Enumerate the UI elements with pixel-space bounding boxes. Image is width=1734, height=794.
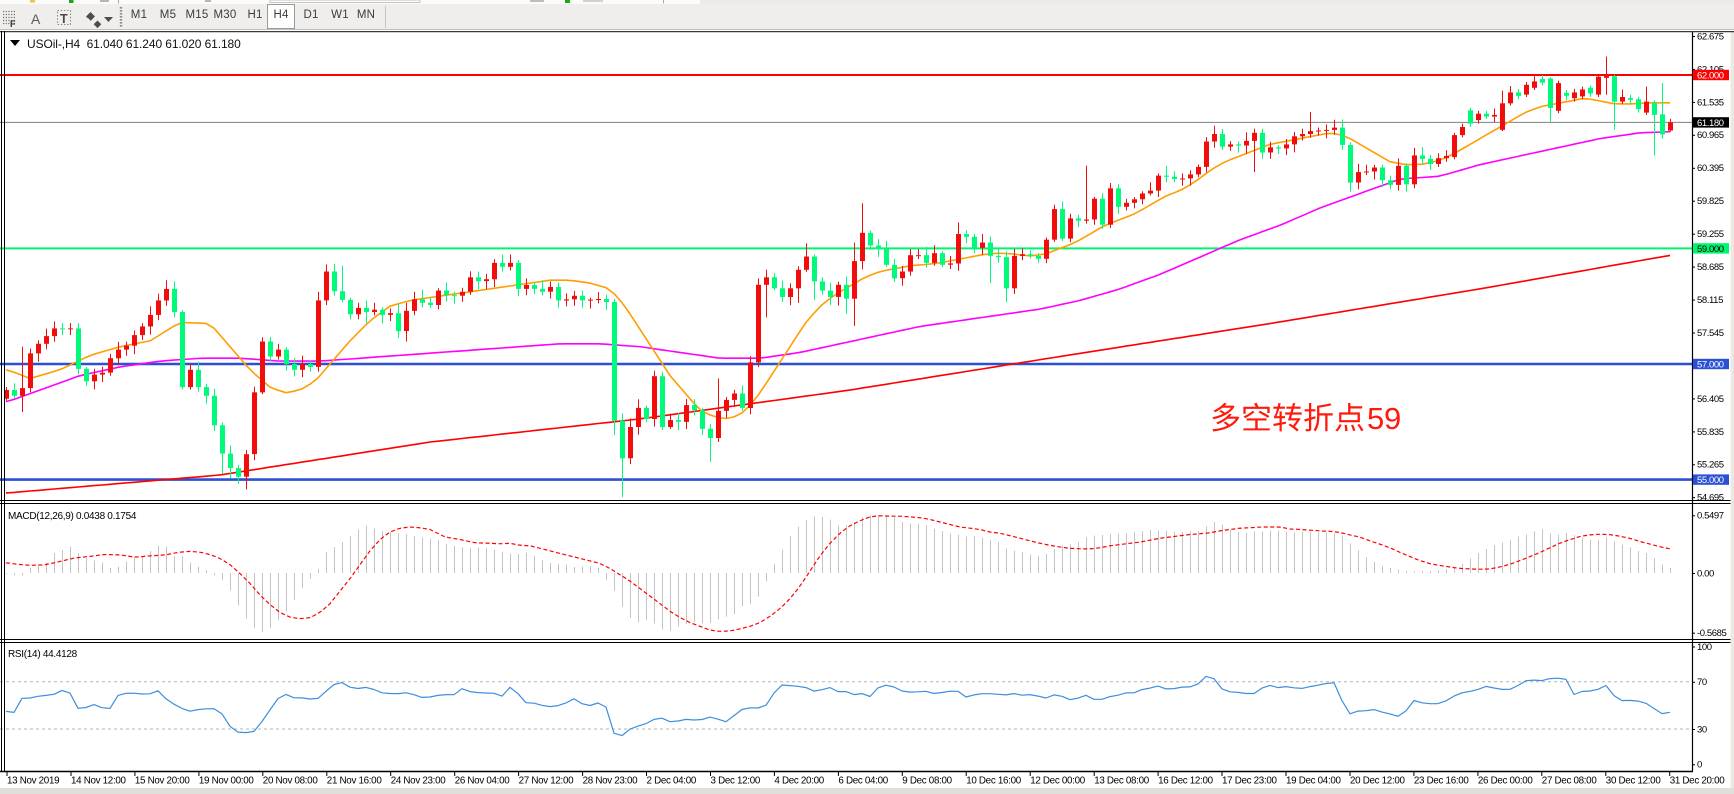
svg-text:USOil-,H4 61.040 61.240 61.02: USOil-,H4 61.040 61.240 61.020 61.180 xyxy=(27,37,241,51)
svg-text:70: 70 xyxy=(1697,677,1707,688)
svg-text:15 Nov 20:00: 15 Nov 20:00 xyxy=(135,776,191,787)
svg-text:55.000: 55.000 xyxy=(1697,475,1724,486)
svg-text:28 Nov 23:00: 28 Nov 23:00 xyxy=(583,776,639,787)
svg-text:56.405: 56.405 xyxy=(1697,394,1724,405)
svg-text:10 Dec 16:00: 10 Dec 16:00 xyxy=(966,776,1022,787)
svg-text:A: A xyxy=(31,11,41,27)
svg-text:61.535: 61.535 xyxy=(1697,97,1724,108)
svg-text:60.965: 60.965 xyxy=(1697,130,1724,141)
svg-text:13 Dec 08:00: 13 Dec 08:00 xyxy=(1094,776,1150,787)
svg-text:58.115: 58.115 xyxy=(1697,295,1723,306)
svg-text:60.395: 60.395 xyxy=(1697,163,1724,174)
svg-text:57.545: 57.545 xyxy=(1697,328,1724,339)
svg-text:61.180: 61.180 xyxy=(1697,118,1724,129)
svg-text:20 Nov 08:00: 20 Nov 08:00 xyxy=(263,776,319,787)
svg-text:23 Dec 16:00: 23 Dec 16:00 xyxy=(1414,776,1470,787)
svg-text:MACD(12,26,9) 0.0438 0.1754: MACD(12,26,9) 0.0438 0.1754 xyxy=(8,511,137,522)
svg-text:19 Dec 04:00: 19 Dec 04:00 xyxy=(1286,776,1342,787)
svg-text:62.675: 62.675 xyxy=(1697,31,1724,42)
svg-text:58.685: 58.685 xyxy=(1697,262,1724,273)
svg-text:17 Dec 23:00: 17 Dec 23:00 xyxy=(1222,776,1278,787)
svg-text:57.000: 57.000 xyxy=(1697,359,1724,370)
svg-text:6 Dec 04:00: 6 Dec 04:00 xyxy=(838,776,888,787)
svg-text:59.255: 59.255 xyxy=(1697,229,1724,240)
svg-text:9 Dec 08:00: 9 Dec 08:00 xyxy=(902,776,952,787)
svg-text:16 Dec 12:00: 16 Dec 12:00 xyxy=(1158,776,1214,787)
svg-text:100: 100 xyxy=(1697,642,1712,653)
svg-text:27 Nov 12:00: 27 Nov 12:00 xyxy=(519,776,575,787)
svg-text:3 Dec 12:00: 3 Dec 12:00 xyxy=(711,776,761,787)
svg-text:54.695: 54.695 xyxy=(1697,493,1724,504)
svg-text:12 Dec 00:00: 12 Dec 00:00 xyxy=(1030,776,1086,787)
svg-text:21 Nov 16:00: 21 Nov 16:00 xyxy=(327,776,383,787)
svg-text:55.265: 55.265 xyxy=(1697,460,1724,471)
svg-text:26 Dec 00:00: 26 Dec 00:00 xyxy=(1478,776,1534,787)
svg-text:2 Dec 04:00: 2 Dec 04:00 xyxy=(647,776,697,787)
svg-text:27 Dec 08:00: 27 Dec 08:00 xyxy=(1542,776,1598,787)
svg-text:4 Dec 20:00: 4 Dec 20:00 xyxy=(774,776,824,787)
svg-text:0.00: 0.00 xyxy=(1697,568,1714,579)
svg-text:55.835: 55.835 xyxy=(1697,427,1724,438)
svg-text:-0.5685: -0.5685 xyxy=(1697,628,1727,639)
svg-text:31 Dec 20:00: 31 Dec 20:00 xyxy=(1670,776,1726,787)
svg-text:0.5497: 0.5497 xyxy=(1697,511,1724,522)
svg-text:F: F xyxy=(10,19,16,29)
svg-text:30: 30 xyxy=(1697,724,1707,735)
svg-text:26 Nov 04:00: 26 Nov 04:00 xyxy=(455,776,511,787)
svg-text:59: 59 xyxy=(1367,401,1401,436)
svg-text:19 Nov 00:00: 19 Nov 00:00 xyxy=(199,776,255,787)
svg-text:RSI(14) 44.4128: RSI(14) 44.4128 xyxy=(8,649,78,660)
svg-text:24 Nov 23:00: 24 Nov 23:00 xyxy=(391,776,447,787)
svg-text:0: 0 xyxy=(1697,760,1702,771)
svg-text:T: T xyxy=(60,12,68,26)
svg-text:20 Dec 12:00: 20 Dec 12:00 xyxy=(1350,776,1406,787)
svg-text:59.825: 59.825 xyxy=(1697,196,1724,207)
svg-text:59.000: 59.000 xyxy=(1697,244,1724,255)
svg-text:14 Nov 12:00: 14 Nov 12:00 xyxy=(71,776,127,787)
svg-text:13 Nov 2019: 13 Nov 2019 xyxy=(7,776,59,787)
svg-text:62.000: 62.000 xyxy=(1697,70,1724,81)
svg-text:30 Dec 12:00: 30 Dec 12:00 xyxy=(1606,776,1662,787)
